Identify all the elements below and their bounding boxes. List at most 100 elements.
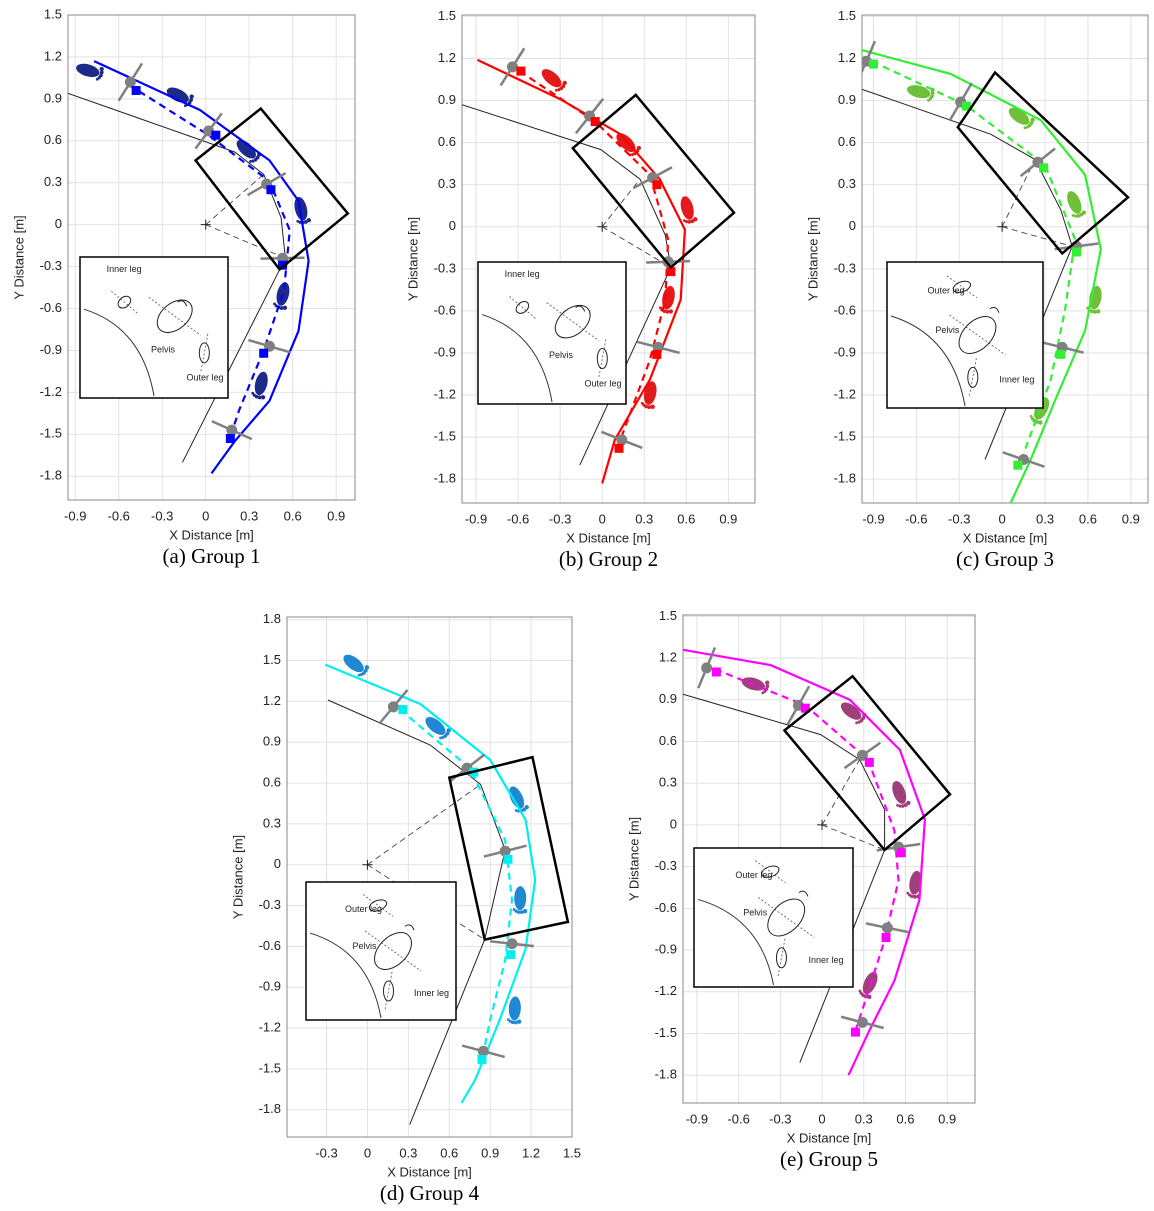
y-tick-label: 0 (55, 216, 62, 231)
y-tick-label: -1.8 (655, 1067, 677, 1082)
y-tick-label: -1.5 (434, 429, 456, 444)
inset-label: Pelvis (935, 325, 960, 335)
inset-label: Outer leg (345, 904, 382, 914)
y-tick-label: 1.2 (438, 50, 456, 65)
square-marker (652, 180, 661, 189)
plot-area (462, 15, 755, 503)
pelvis-marker (388, 701, 399, 712)
x-tick-label: -0.9 (862, 511, 884, 526)
y-tick-label: -0.6 (40, 300, 62, 315)
square-marker (897, 848, 906, 857)
inset-label: Inner leg (999, 375, 1034, 385)
y-tick-label: -0.6 (834, 302, 856, 317)
y-tick-label: -1.8 (834, 471, 856, 486)
x-tick-label: 0.3 (635, 511, 653, 526)
square-marker (226, 434, 235, 443)
square-marker (516, 67, 525, 76)
y-tick-label: 0.3 (263, 815, 281, 830)
y-tick-label: -1.8 (434, 471, 456, 486)
x-tick-label: 0.9 (719, 511, 737, 526)
square-marker (132, 86, 141, 95)
inset-label: Inner leg (808, 955, 843, 965)
y-tick-label: -0.3 (259, 897, 281, 912)
x-tick-label: 0.6 (896, 1111, 914, 1126)
y-tick-label: -1.2 (434, 386, 456, 401)
y-tick-label: 0 (274, 856, 281, 871)
caption: (c) Group 3 (956, 547, 1054, 571)
square-marker (506, 950, 515, 959)
x-tick-label: -0.9 (64, 508, 86, 523)
y-tick-label: 0 (849, 218, 856, 233)
x-tick-label: 0.3 (1036, 511, 1054, 526)
x-tick-label: -0.6 (108, 508, 130, 523)
y-tick-label: -1.2 (259, 1020, 281, 1035)
plot-area (862, 15, 1148, 503)
y-tick-label: 0.6 (438, 134, 456, 149)
pelvis-marker (125, 77, 136, 88)
inset-label: Outer leg (928, 286, 965, 296)
y-tick-label: 1.5 (838, 8, 856, 23)
x-tick-label: -0.3 (769, 1111, 791, 1126)
y-tick-label: -0.9 (834, 344, 856, 359)
pelvis-marker (701, 662, 712, 673)
y-tick-label: 0 (449, 218, 456, 233)
plot-area (287, 617, 572, 1137)
y-tick-label: 0.6 (659, 733, 677, 748)
inset-label: Inner leg (107, 264, 142, 274)
y-tick-label: -0.3 (834, 260, 856, 275)
x-tick-label: 0.9 (327, 508, 345, 523)
y-tick-label: 0.9 (438, 92, 456, 107)
inset-label: Pelvis (353, 941, 378, 951)
square-marker (882, 933, 891, 942)
x-tick-label: 0 (599, 511, 606, 526)
pelvis-marker (226, 425, 237, 436)
y-tick-label: 1.5 (263, 652, 281, 667)
y-axis-label: Y Distance [m] (626, 817, 641, 901)
inset-label: Outer leg (735, 870, 772, 880)
x-tick-label: 0.9 (938, 1111, 956, 1126)
y-tick-label: 0.6 (838, 134, 856, 149)
square-marker (869, 60, 878, 69)
x-tick-label: -0.3 (151, 508, 173, 523)
y-tick-label: -1.5 (655, 1025, 677, 1040)
y-tick-label: -0.9 (259, 979, 281, 994)
y-tick-label: 1.2 (838, 50, 856, 65)
x-tick-label: 0.3 (240, 508, 258, 523)
y-tick-label: 0.9 (838, 92, 856, 107)
y-tick-label: 1.2 (659, 650, 677, 665)
square-marker (865, 758, 874, 767)
y-tick-label: 0.3 (44, 174, 62, 189)
square-marker (851, 1028, 860, 1037)
x-tick-label: 1.5 (563, 1145, 581, 1160)
inset-label: Outer leg (585, 378, 622, 388)
x-tick-label: 0.9 (1122, 511, 1140, 526)
y-tick-label: -1.2 (40, 384, 62, 399)
x-axis-label: X Distance [m] (787, 1130, 872, 1145)
x-tick-label: 0 (202, 508, 209, 523)
square-marker (712, 668, 721, 677)
y-tick-label: 0.3 (659, 775, 677, 790)
pelvis-marker (616, 434, 627, 445)
x-axis-label: X Distance [m] (963, 530, 1048, 545)
y-tick-label: -1.5 (259, 1060, 281, 1075)
x-tick-label: -0.9 (465, 511, 487, 526)
inset-label: Pelvis (549, 350, 574, 360)
y-axis-label: Y Distance [m] (805, 217, 820, 301)
caption: (d) Group 4 (380, 1181, 480, 1205)
inset-label: Inner leg (505, 269, 540, 279)
x-tick-label: -0.9 (686, 1111, 708, 1126)
y-tick-label: -0.6 (655, 900, 677, 915)
caption: (b) Group 2 (559, 547, 658, 571)
caption: (a) Group 1 (163, 544, 261, 568)
inset-frame (694, 848, 853, 987)
square-marker (478, 1055, 487, 1064)
x-tick-label: -0.6 (905, 511, 927, 526)
y-tick-label: 0.9 (44, 90, 62, 105)
square-marker (652, 350, 661, 359)
inset-frame (887, 262, 1043, 408)
y-tick-label: -1.2 (834, 386, 856, 401)
x-tick-label: -0.6 (507, 511, 529, 526)
x-tick-label: 0 (364, 1145, 371, 1160)
x-tick-label: -0.3 (948, 511, 970, 526)
y-tick-label: -0.9 (434, 344, 456, 359)
